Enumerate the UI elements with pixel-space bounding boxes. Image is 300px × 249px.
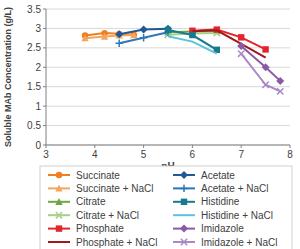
legend-label: Phosphate + NaCl	[76, 237, 157, 248]
y-tick-label: 3	[35, 23, 41, 34]
legend-line	[48, 241, 70, 243]
chart: 00.511.522.533.5345678pHSoluble MAb Conc…	[0, 0, 300, 249]
data-point	[262, 46, 268, 52]
data-point	[238, 34, 244, 40]
x-tick-label: 7	[238, 149, 244, 160]
y-tick-label: 0	[35, 140, 41, 151]
legend-label: Citrate + NaCl	[76, 210, 139, 221]
legend-label: Citrate	[76, 196, 106, 207]
x-tick-label: 8	[287, 149, 293, 160]
legend-marker	[55, 185, 62, 192]
grid-line	[46, 86, 290, 87]
data-point	[237, 42, 245, 50]
y-tick-label: 0.5	[27, 120, 41, 131]
legend-marker	[56, 225, 62, 231]
legend-label: Histidine + NaCl	[201, 210, 273, 221]
axes: 0 0.5 1 1.5 2 2.5 3 3.5 3 4 5 6 7 8	[27, 4, 293, 161]
data-point	[277, 88, 283, 94]
series-line	[168, 30, 217, 50]
data-point	[264, 56, 266, 58]
data-point	[262, 63, 270, 71]
legend-marker	[56, 172, 62, 178]
data-point	[140, 34, 147, 41]
series-line	[241, 54, 280, 92]
legend-marker	[183, 214, 185, 216]
series-line	[85, 35, 134, 38]
series-line	[119, 32, 168, 43]
plot-marks	[81, 25, 284, 95]
data-point	[191, 40, 193, 42]
data-point	[115, 30, 123, 38]
legend-marker	[181, 239, 187, 245]
legend-label: Acetate	[201, 170, 235, 181]
data-point	[101, 33, 108, 40]
x-tick-label: 6	[190, 149, 196, 160]
data-point	[164, 25, 172, 33]
series-line	[241, 46, 280, 81]
legend-marker	[56, 212, 62, 218]
data-point	[116, 39, 123, 46]
y-tick-label: 2	[35, 62, 41, 73]
data-point	[167, 35, 169, 37]
grid-line	[46, 125, 290, 126]
data-point	[189, 32, 195, 38]
y-axis	[46, 9, 47, 145]
legend-label: Acetate + NaCl	[201, 183, 269, 194]
legend-box	[40, 166, 292, 249]
legend-marker	[181, 199, 187, 205]
y-axis-title: Soluble MAb Concentration (g/L)	[3, 7, 13, 147]
legend-label: Histidine	[201, 196, 240, 207]
data-point	[216, 29, 218, 31]
data-point	[140, 26, 148, 34]
data-point	[81, 34, 88, 41]
legend-label: Succinate + NaCl	[76, 183, 154, 194]
y-tick-label: 3.5	[27, 4, 41, 15]
data-point	[238, 50, 244, 56]
y-tick-label: 1.5	[27, 81, 41, 92]
data-point	[262, 82, 268, 88]
legend-marker	[58, 241, 60, 243]
legend-marker	[180, 225, 188, 233]
legend-label: Succinate	[76, 170, 120, 181]
grid-line	[46, 47, 290, 48]
legend-label: Imidazole	[201, 223, 244, 234]
y-tick-label: 2.5	[27, 42, 41, 53]
x-axis	[46, 145, 290, 146]
grid-line	[46, 106, 290, 107]
legend-line	[173, 214, 195, 216]
legend-marker	[55, 198, 62, 205]
y-tick-label: 1	[35, 101, 41, 112]
series-line	[168, 36, 217, 53]
grid-line	[46, 145, 290, 146]
legend-marker	[180, 171, 188, 179]
data-point	[276, 77, 284, 85]
grid-line	[46, 9, 290, 10]
data-point	[216, 52, 218, 54]
legend-label: Imidazole + NaCl	[201, 237, 277, 248]
series-line	[192, 30, 265, 57]
x-tick-label: 4	[92, 149, 98, 160]
legend: Succinate Succinate + NaCl Citrate Citrate …	[40, 166, 292, 249]
x-tick-label: 5	[141, 149, 147, 160]
data-point	[165, 27, 171, 33]
x-tick-label: 3	[43, 149, 49, 160]
legend-marker	[180, 185, 187, 192]
legend-label: Phosphate	[76, 223, 124, 234]
